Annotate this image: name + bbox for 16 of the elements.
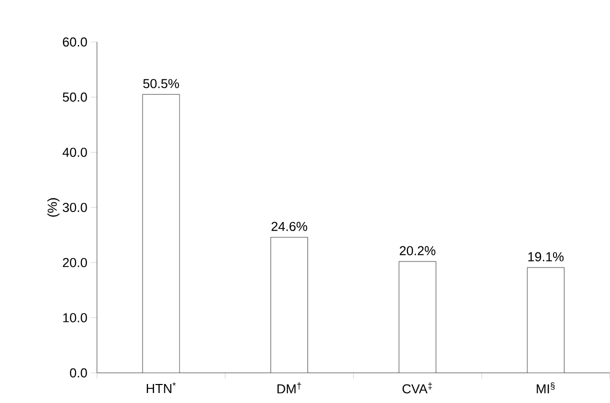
x-tick-label: MI$^{§}$ bbox=[536, 382, 555, 394]
data-label: 24.6% bbox=[272, 222, 308, 232]
y-tick-label: 20.0 bbox=[62, 258, 87, 268]
y-tick-label: 50.0 bbox=[62, 92, 87, 102]
data-label: 50.5% bbox=[143, 79, 179, 88]
y-tick-label: 0.0 bbox=[70, 368, 87, 378]
y-tick-label: 30.0 bbox=[62, 202, 87, 212]
y-tick-label: 10.0 bbox=[63, 313, 87, 322]
y-tick-label: 60.0 bbox=[62, 37, 87, 47]
x-tick-label: CVA$^{‡}$ bbox=[402, 382, 432, 394]
y-axis-title: (%) bbox=[47, 198, 60, 217]
data-label: 20.2% bbox=[400, 246, 436, 256]
data-label: 19.1% bbox=[528, 252, 564, 262]
x-tick-label: HTN$^{*}$ bbox=[146, 382, 176, 394]
x-tick-label: DM$^{†}$ bbox=[278, 382, 302, 394]
y-tick-label: 40.0 bbox=[62, 148, 87, 157]
